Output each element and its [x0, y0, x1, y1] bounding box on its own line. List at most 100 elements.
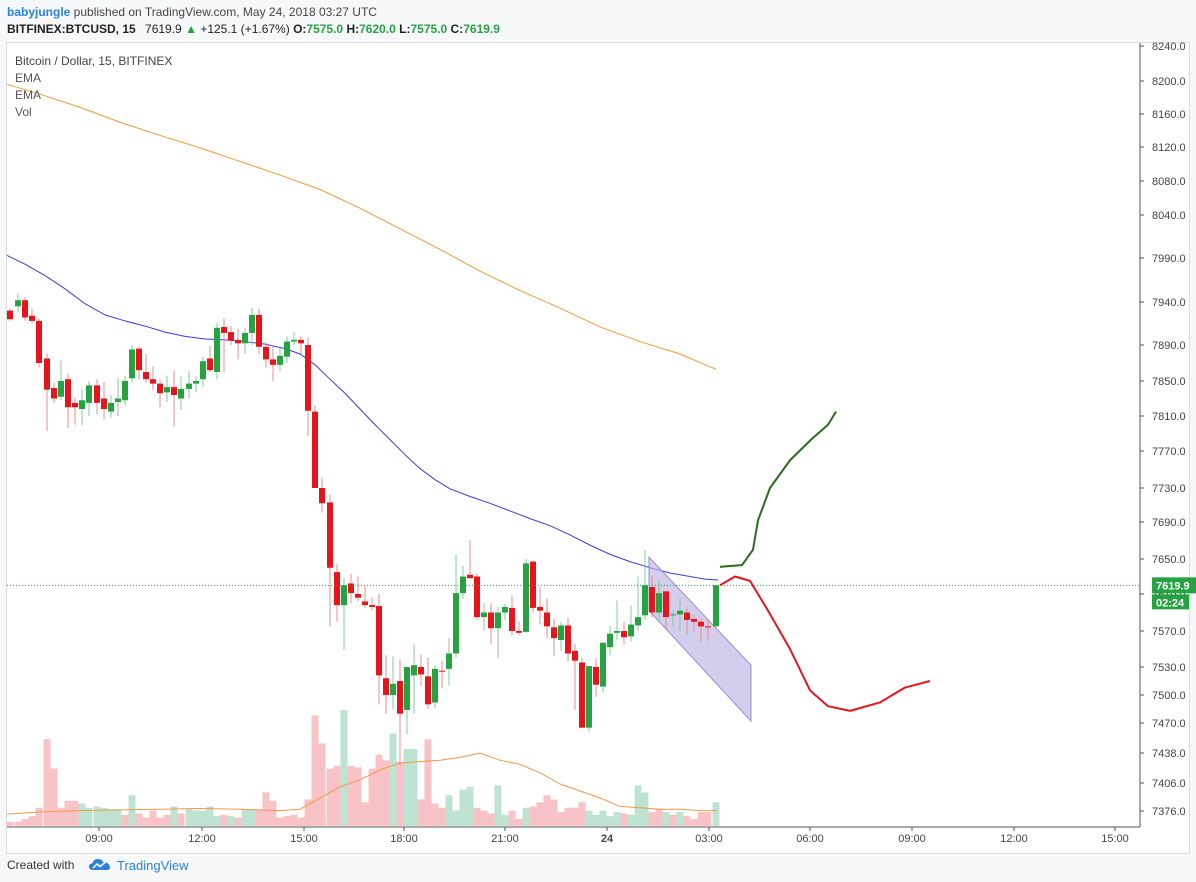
high-label: H: [346, 22, 360, 36]
volume-bar [375, 754, 383, 826]
volume-bar [227, 816, 235, 826]
price-tick-label: 8120.0 [1152, 142, 1186, 154]
candle-body [621, 631, 627, 638]
volume-bar [78, 803, 86, 826]
change-up-icon: ▲ [185, 22, 197, 36]
volume-bar [100, 807, 108, 826]
legend-ema-2[interactable]: EMA [15, 88, 42, 102]
volume-bar [683, 816, 691, 826]
volume-bar [192, 810, 200, 826]
volume-bar [311, 715, 319, 826]
price-tick-label: 7770.0 [1152, 446, 1186, 458]
legend-ema-1[interactable]: EMA [15, 71, 42, 85]
candle-body [214, 327, 220, 372]
volume-bar [276, 817, 284, 826]
price-tick-label: 7890.0 [1152, 340, 1186, 352]
volume-bar [599, 810, 607, 826]
candle-body [502, 606, 508, 613]
volume-bar [515, 819, 523, 826]
candle-body [530, 561, 536, 608]
volume-bar [64, 800, 72, 826]
close-value: 7619.9 [463, 22, 500, 36]
open-label: O: [293, 22, 307, 36]
candle-body [7, 310, 13, 320]
legend-title: Bitcoin / Dollar, 15, BITFINEX [15, 54, 173, 68]
chart-pane[interactable] [6, 42, 1190, 854]
volume-bar [410, 749, 418, 826]
candle-body [705, 626, 711, 628]
tradingview-brand[interactable]: TradingView [117, 858, 189, 873]
candle-body [565, 625, 571, 654]
volume-bar [107, 809, 115, 826]
volume-bar [487, 813, 495, 826]
volume-bar [592, 814, 600, 826]
tradingview-cloud-icon[interactable] [88, 856, 112, 874]
price-tick-label: 7376.0 [1152, 806, 1186, 818]
volume-bar [571, 807, 579, 826]
volume-bar [641, 792, 649, 826]
countdown-tag [1152, 594, 1189, 610]
price-tick-label: 7406.0 [1152, 778, 1186, 790]
volume-bar [347, 765, 355, 826]
candle-body [628, 624, 634, 637]
published-text: published on TradingView.com, May 24, 20… [70, 5, 377, 19]
candle-body [164, 387, 170, 393]
candle-body [200, 361, 206, 380]
author-link[interactable]: babyjungle [7, 5, 71, 19]
candle-body [677, 610, 683, 615]
candle-body [15, 300, 21, 307]
candle-body [558, 625, 564, 640]
volume-bar [255, 809, 263, 826]
candle-body [607, 633, 613, 648]
candle-body [65, 379, 71, 408]
candle-body [291, 339, 297, 342]
candle-body [284, 341, 290, 357]
legend-volume[interactable]: Vol [15, 105, 32, 119]
ema-fast-line [6, 254, 719, 581]
candle-body [691, 618, 697, 622]
candle-body [698, 621, 704, 627]
volume-bar [35, 807, 43, 826]
candle-body [22, 300, 28, 318]
price-chart[interactable]: 8240.0 8200.0 8160.0 8120.0 8080.0 8040.0 7990… [0, 0, 1196, 854]
time-tick-label: 12:00 [188, 833, 216, 845]
time-tick-label: 21:00 [491, 833, 519, 845]
volume-bar [149, 810, 157, 826]
price-tick-label: 7470.0 [1152, 718, 1186, 730]
volume-bar [634, 785, 642, 826]
volume-bar [438, 807, 446, 826]
candle-body [36, 320, 42, 363]
volume-bar [50, 768, 58, 826]
volume-bar [14, 821, 22, 826]
volume-bar [185, 809, 193, 826]
candle-body [150, 379, 156, 384]
candle-body [453, 593, 459, 654]
candle-body [397, 681, 403, 714]
candle-body [614, 631, 620, 633]
candle-body [362, 601, 368, 606]
candle-body [79, 400, 85, 409]
change-value: +125.1 (+1.67%) [200, 22, 290, 36]
candle-body [663, 591, 669, 618]
volume-bar [156, 817, 164, 826]
candle-body [404, 667, 410, 710]
volume-bar [241, 809, 249, 826]
candle-body [221, 326, 227, 333]
volume-bar [340, 709, 348, 826]
price-tick-label: 7690.0 [1152, 517, 1186, 529]
ema-slow-line [6, 83, 717, 370]
volume-bar [382, 760, 390, 826]
price-tick-label: 8080.0 [1152, 176, 1186, 188]
volume-bar [170, 806, 178, 826]
volume-bar [262, 792, 270, 826]
candle-body [327, 502, 333, 568]
candle-body [341, 585, 347, 606]
candle-body [29, 315, 35, 321]
volume-bar [396, 761, 404, 826]
time-tick-label: 15:00 [290, 833, 318, 845]
volume-bar [529, 806, 537, 826]
bearish-projection-path [719, 575, 931, 712]
candle-body [523, 563, 529, 632]
price-tick-label: 7850.0 [1152, 376, 1186, 388]
price-tick-label: 7990.0 [1152, 253, 1186, 265]
